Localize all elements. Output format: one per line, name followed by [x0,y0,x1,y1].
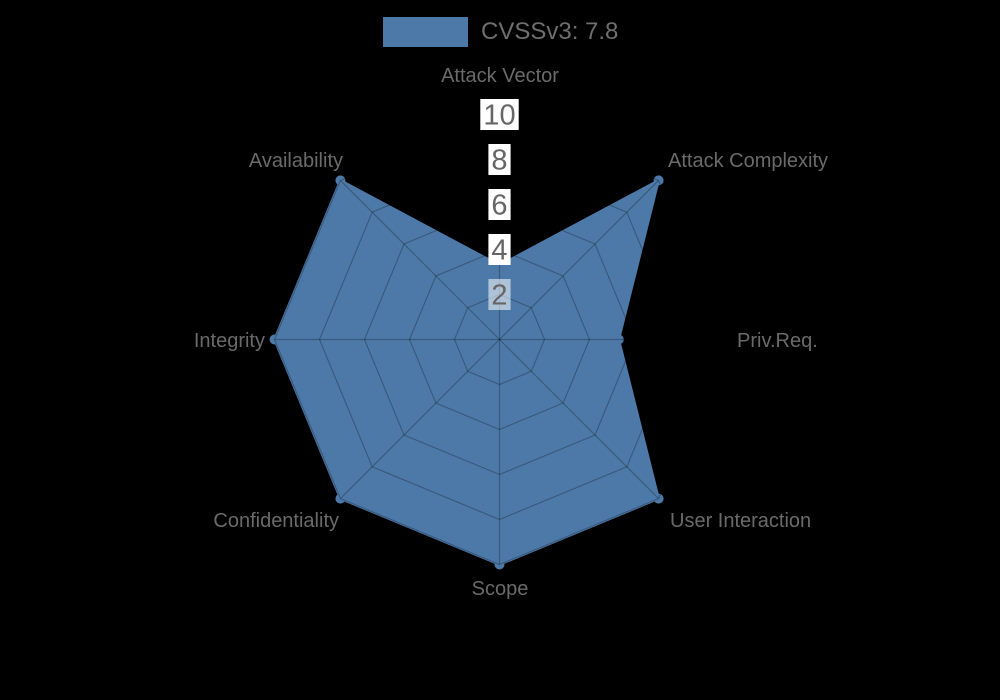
radar-vertex-marker [653,175,664,186]
grid-ring [453,293,546,386]
axis-label-attack-vector: Attack Vector [441,65,559,87]
radar-vertex-marker [335,493,346,504]
axis-label-priv-req: Priv.Req. [737,330,818,352]
axis-spoke [339,179,500,340]
axis-label-availability: Availability [249,150,343,172]
axis-spoke [339,339,500,500]
tick-backdrop [488,279,511,310]
grid-ring [363,203,636,476]
tick-label: 4 [491,235,507,267]
legend-swatch-icon [383,17,468,47]
grid-ring [408,248,591,431]
grid-ring [318,158,681,521]
chart-legend: CVSSv3: 7.8 [383,17,618,47]
axis-label-attack-complexity: Attack Complexity [668,150,828,172]
tick-label: 8 [491,145,507,177]
axis-label-confidentiality: Confidentiality [213,510,339,532]
axis-spoke [499,339,660,500]
radar-vertex-marker [494,559,505,570]
axis-spoke [499,179,660,340]
tick-backdrop [488,234,511,265]
legend-label: CVSSv3: 7.8 [481,18,619,45]
radar-vertex-marker [653,493,664,504]
radar-vertex-marker [269,334,280,345]
radar-vertex-marker [335,175,346,186]
tick-backdrop [488,189,511,220]
radar-vertex-marker [613,334,624,345]
tick-label: 6 [491,190,507,222]
grid-ring [273,113,726,566]
axis-label-integrity: Integrity [194,330,265,352]
tick-backdrop [488,144,511,175]
tick-label: 2 [491,280,507,312]
axis-label-user-interaction: User Interaction [670,510,811,532]
tick-backdrop [480,99,519,130]
axis-label-scope: Scope [472,578,529,600]
tick-label: 10 [483,100,515,132]
